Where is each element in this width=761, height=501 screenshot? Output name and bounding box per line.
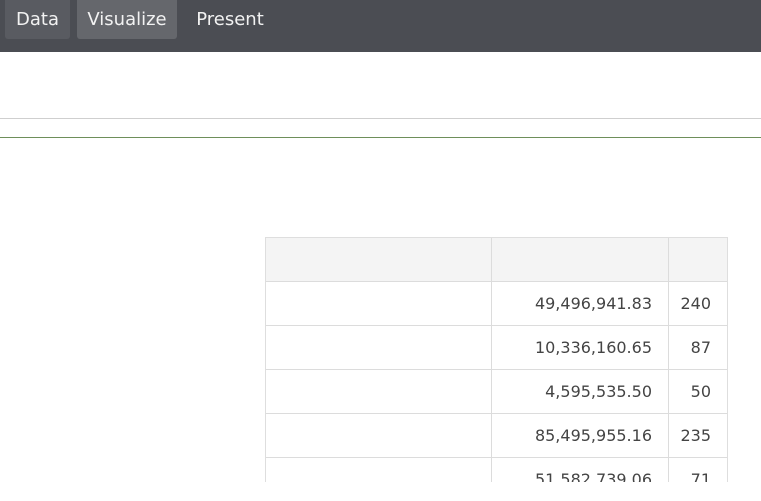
- cell-amount: 85,495,955.16: [491, 413, 669, 458]
- cell-amount: 49,496,941.83: [491, 281, 669, 326]
- accent-divider-line: [0, 137, 761, 138]
- cell-name: [266, 413, 492, 458]
- cell-name: [266, 369, 492, 414]
- cell-amount: 51,582,739.06: [491, 457, 669, 482]
- data-table: 49,496,941.83 240 10,336,160.65 87 4,595…: [266, 238, 727, 482]
- tab-visualize[interactable]: Visualize: [77, 0, 177, 39]
- cell-count: 71: [668, 457, 727, 482]
- cell-name: [266, 281, 492, 326]
- table-row[interactable]: 49,496,941.83 240: [266, 281, 727, 326]
- divider-line: [0, 118, 761, 119]
- table-row[interactable]: 10,336,160.65 87: [266, 325, 727, 370]
- data-table-container: 49,496,941.83 240 10,336,160.65 87 4,595…: [265, 237, 728, 482]
- cell-count: 50: [668, 369, 727, 414]
- cell-count: 235: [668, 413, 727, 458]
- tab-present[interactable]: Present: [196, 9, 264, 30]
- tab-data[interactable]: Data: [5, 0, 70, 39]
- table-row[interactable]: 85,495,955.16 235: [266, 413, 727, 458]
- cell-amount: 10,336,160.65: [491, 325, 669, 370]
- cell-count: 240: [668, 281, 727, 326]
- cell-name: [266, 457, 492, 482]
- cell-count: 87: [668, 325, 727, 370]
- cell-amount: 4,595,535.50: [491, 369, 669, 414]
- table-row[interactable]: 4,595,535.50 50: [266, 369, 727, 414]
- top-nav-bar: Data Visualize Present: [0, 0, 761, 52]
- table-row[interactable]: 51,582,739.06 71: [266, 457, 727, 482]
- table-header-row: [266, 238, 727, 282]
- column-header-amount[interactable]: [491, 238, 669, 282]
- column-header-name[interactable]: [266, 238, 492, 282]
- cell-name: [266, 325, 492, 370]
- column-header-count[interactable]: [668, 238, 727, 282]
